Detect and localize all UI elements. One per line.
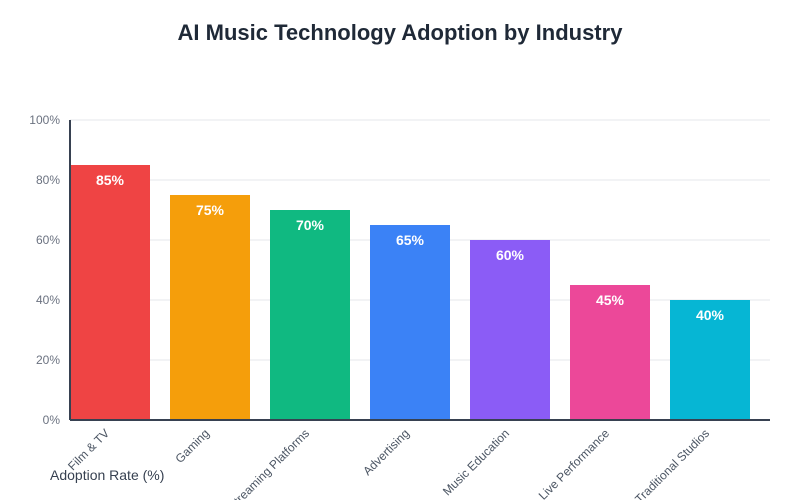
- bar: [370, 225, 450, 420]
- y-tick-label: 20%: [36, 353, 60, 367]
- y-tick-label: 100%: [29, 113, 60, 127]
- bar-value-label: 45%: [596, 292, 625, 308]
- y-axis-label: Adoption Rate (%): [50, 467, 164, 483]
- x-tick-label: Traditional Studios: [632, 426, 712, 500]
- y-tick-label: 60%: [36, 233, 60, 247]
- x-tick-label: Streaming Platforms: [225, 426, 312, 500]
- bar: [270, 210, 350, 420]
- bar-value-label: 70%: [296, 217, 325, 233]
- bar: [70, 165, 150, 420]
- y-tick-label: 0%: [43, 413, 61, 427]
- data-labels: 85% 75% 70% 65% 60% 45% 40%: [96, 172, 725, 323]
- bar: [570, 285, 650, 420]
- bar-value-label: 65%: [396, 232, 425, 248]
- bar-value-label: 85%: [96, 172, 125, 188]
- x-tick-label: Gaming: [173, 426, 213, 466]
- y-tick-label: 80%: [36, 173, 60, 187]
- bar-value-label: 60%: [496, 247, 525, 263]
- bar-value-label: 75%: [196, 202, 225, 218]
- bar: [670, 300, 750, 420]
- axes: [69, 120, 770, 421]
- chart-title: AI Music Technology Adoption by Industry: [178, 20, 624, 45]
- y-tick-label: 40%: [36, 293, 60, 307]
- y-tick-labels: 0% 20% 40% 60% 80% 100%: [29, 113, 60, 427]
- bar: [170, 195, 250, 420]
- bars: [70, 165, 750, 420]
- x-tick-label: Music Education: [440, 426, 512, 498]
- x-tick-labels: Film & TV Gaming Streaming Platforms Advert…: [65, 426, 712, 500]
- bar: [470, 240, 550, 420]
- x-tick-label: Advertising: [360, 426, 412, 478]
- bar-value-label: 40%: [696, 307, 725, 323]
- x-tick-label: Live Performance: [536, 426, 613, 500]
